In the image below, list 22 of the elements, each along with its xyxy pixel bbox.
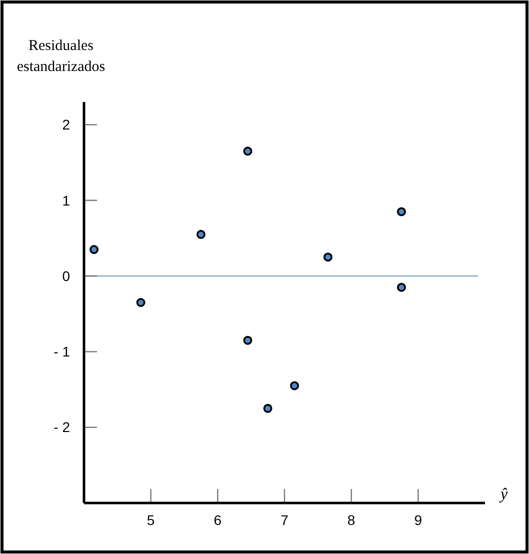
point [263, 404, 272, 413]
y-tick-label: 2 [62, 116, 70, 133]
x-tick-label: 7 [280, 512, 289, 528]
point [290, 381, 300, 390]
x-tick-label: 9 [414, 512, 422, 528]
x-tick-label: 5 [146, 512, 155, 528]
y-tick-label: 0 [62, 268, 70, 284]
point [90, 245, 99, 254]
point [243, 146, 252, 156]
point [396, 207, 406, 216]
y-tick-label: - 1 [54, 344, 70, 360]
y-tick-label: - 2 [54, 419, 70, 436]
y-tick-label: 1 [62, 192, 70, 208]
point [323, 252, 332, 262]
point [196, 230, 206, 239]
point [243, 336, 252, 345]
point [136, 298, 146, 307]
x-axis-title: ŷ [498, 486, 508, 503]
x-tick-label: 8 [347, 512, 356, 528]
y-axis-title: Residuales estandarizados [16, 38, 106, 75]
point [396, 282, 406, 292]
x-tick-label: 6 [214, 512, 222, 528]
